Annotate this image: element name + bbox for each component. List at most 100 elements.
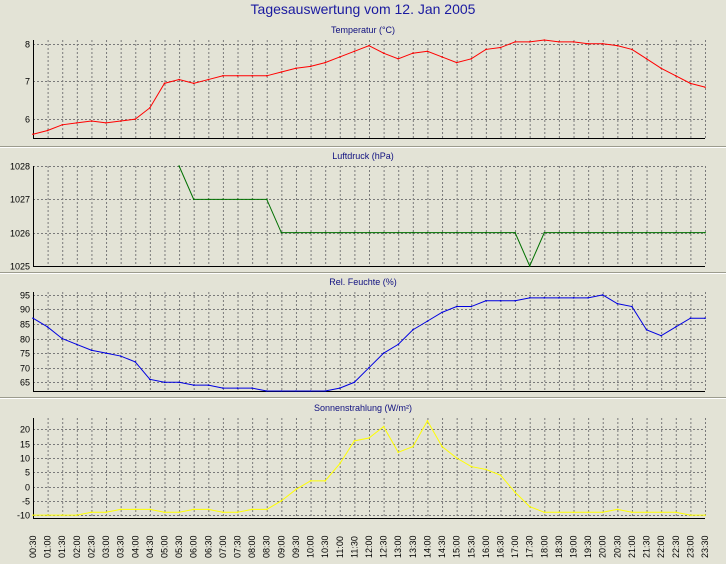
radiation-data-point: [105, 511, 107, 514]
humidity-data-point: [426, 320, 429, 322]
radiation-y-tick-label: 10: [20, 454, 30, 464]
pressure-data-point: [280, 231, 283, 234]
humidity-y-tick-label: 80: [20, 335, 30, 345]
pressure-data-point: [368, 231, 370, 234]
temperature-data-point: [265, 75, 268, 77]
humidity-data-point: [674, 326, 677, 328]
temperature-data-point: [397, 58, 400, 60]
x-tick-label: 06:30: [203, 535, 213, 558]
temperature-data-point: [441, 56, 443, 58]
radiation-data-point: [134, 508, 137, 511]
pressure-data-point: [514, 231, 516, 234]
pressure-data-point: [412, 231, 414, 234]
x-tick-label: 05:00: [159, 535, 169, 558]
x-tick-label: 20:30: [612, 535, 622, 558]
pressure-data-point: [178, 165, 180, 167]
temperature-data-point: [134, 118, 137, 120]
x-tick-label: 01:30: [57, 535, 67, 558]
radiation-data-point: [397, 451, 400, 454]
panel-title-pressure: Luftdruck (hPa): [332, 151, 394, 161]
radiation-data-point: [280, 500, 283, 502]
radiation-data-point: [265, 508, 268, 511]
radiation-y-tick-label: 0: [25, 483, 30, 493]
radiation-y-tick-label: 15: [20, 440, 30, 450]
radiation-data-point: [119, 508, 122, 511]
temperature-data-point: [90, 120, 93, 122]
x-tick-label: 02:30: [86, 535, 96, 558]
x-tick-label: 20:00: [598, 535, 608, 558]
pressure-data-point: [528, 265, 531, 267]
pressure-data-point: [499, 231, 502, 234]
radiation-data-point: [32, 514, 34, 516]
radiation-data-point: [587, 511, 589, 514]
temperature-data-point: [119, 120, 122, 122]
pressure-data-point: [674, 231, 677, 234]
temperature-data-point: [149, 107, 151, 109]
temperature-data-point: [601, 42, 604, 45]
x-tick-label: 08:30: [262, 535, 272, 558]
radiation-data-point: [382, 425, 385, 428]
humidity-y-tick-label: 70: [20, 364, 30, 374]
pressure-data-point: [689, 231, 692, 234]
radiation-data-point: [324, 480, 326, 482]
humidity-data-point: [265, 390, 268, 392]
panel-separator: [0, 146, 726, 148]
pressure-data-point: [192, 198, 195, 201]
x-tick-label: 11:00: [335, 536, 345, 558]
x-tick-label: 12:30: [379, 535, 389, 558]
x-tick-label: 14:00: [422, 535, 432, 558]
radiation-data-point: [192, 508, 195, 511]
pressure-y-tick-label: 1027: [10, 195, 30, 205]
temperature-data-point: [660, 67, 662, 70]
pressure-data-point: [631, 231, 633, 234]
humidity-data-point: [485, 299, 487, 302]
x-tick-label: 10:30: [320, 535, 330, 558]
humidity-data-point: [309, 390, 312, 392]
radiation-y-tick-label: 5: [25, 468, 30, 478]
temperature-data-point: [572, 41, 575, 43]
x-tick-label: 22:30: [671, 535, 681, 558]
x-tick-label: 13:30: [408, 535, 418, 558]
pressure-data-point: [572, 231, 575, 234]
pressure-data-point: [309, 231, 312, 234]
humidity-data-point: [382, 352, 385, 354]
pressure-data-point: [265, 198, 268, 201]
x-tick-label: 21:30: [642, 535, 652, 558]
radiation-y-tick-label: 20: [20, 425, 30, 435]
pressure-data-point: [222, 198, 224, 201]
temperature-data-point: [280, 71, 283, 73]
radiation-data-point: [543, 511, 546, 514]
temperature-data-point: [251, 75, 253, 77]
pressure-data-point: [645, 231, 648, 234]
x-tick-label: 04:30: [145, 535, 155, 558]
x-tick-label: 07:00: [218, 535, 228, 558]
radiation-data-point: [412, 445, 414, 448]
pressure-data-point: [295, 231, 297, 234]
pressure-y-tick-label: 1028: [10, 162, 30, 172]
temperature-data-point: [528, 41, 531, 43]
pressure-data-point: [236, 198, 239, 201]
x-tick-label: 23:30: [700, 535, 710, 558]
temperature-data-point: [631, 48, 633, 51]
x-tick-label: 15:30: [466, 535, 476, 558]
x-tick-label: 11:30: [349, 536, 359, 558]
radiation-y-tick-label: -10: [17, 511, 30, 521]
humidity-data-point: [704, 317, 706, 320]
humidity-data-point: [558, 297, 560, 299]
temperature-y-tick-label: 8: [25, 40, 30, 50]
x-tick-label: 21:00: [627, 535, 637, 558]
pressure-data-point: [470, 231, 473, 234]
temperature-data-point: [163, 82, 166, 85]
humidity-data-point: [601, 294, 604, 296]
humidity-data-point: [178, 381, 180, 384]
x-tick-label: 17:00: [510, 535, 520, 558]
temperature-data-point: [309, 65, 312, 68]
temperature-data-point: [514, 41, 516, 43]
temperature-data-point: [412, 52, 414, 54]
radiation-data-point: [207, 508, 210, 511]
x-tick-label: 22:00: [656, 535, 666, 558]
radiation-data-point: [631, 511, 633, 514]
pressure-data-point: [382, 231, 385, 234]
radiation-data-point: [455, 457, 458, 459]
temperature-data-point: [105, 122, 107, 124]
